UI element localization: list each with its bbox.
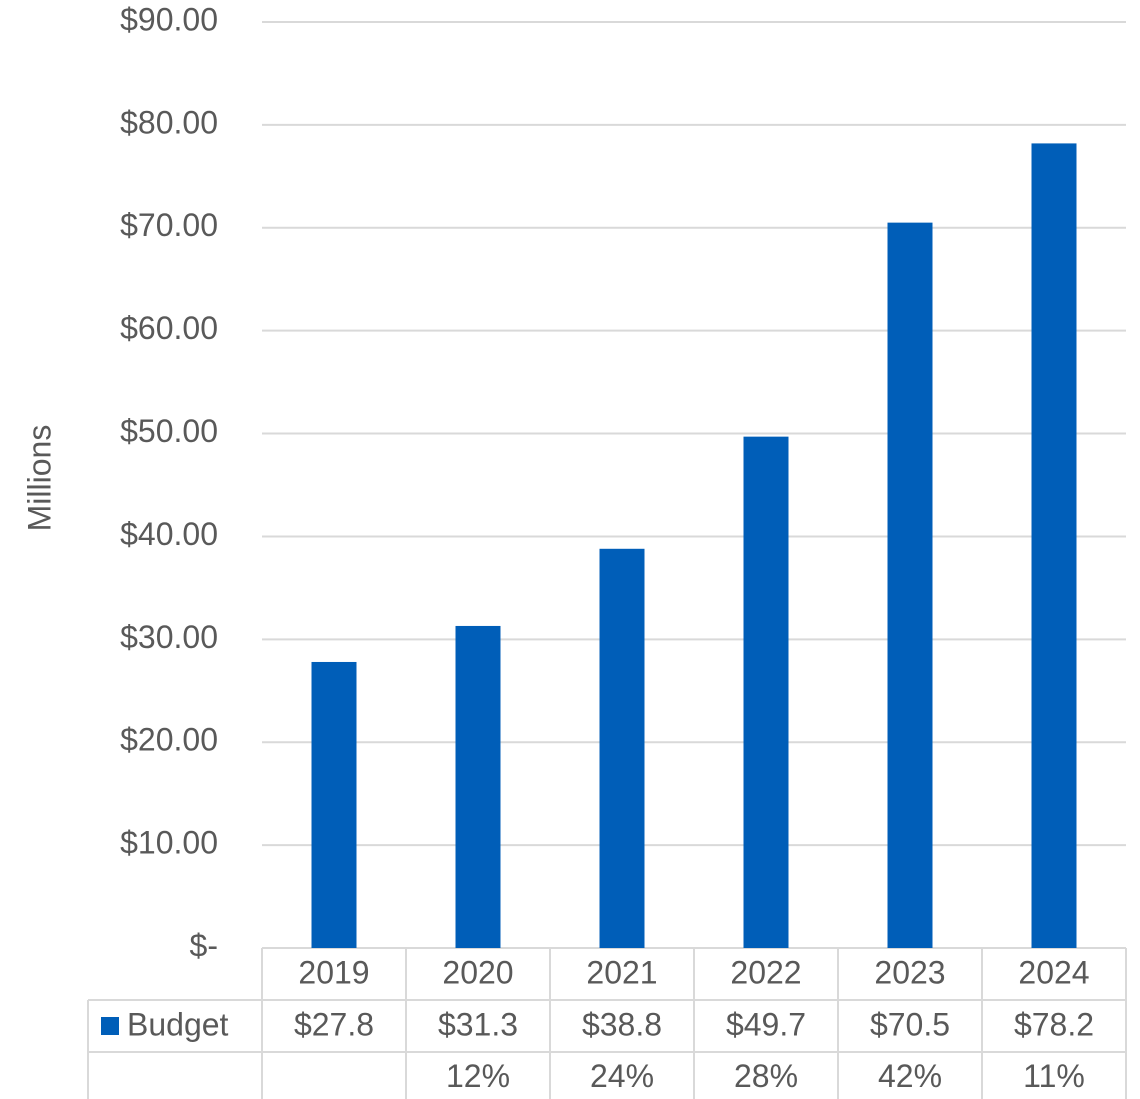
table-value: $70.5 xyxy=(870,1006,950,1042)
bar xyxy=(1031,143,1077,949)
y-tick-label: $70.00 xyxy=(120,207,218,243)
y-tick-label: $30.00 xyxy=(120,619,218,655)
y-tick-label: $80.00 xyxy=(120,104,218,140)
x-tick-label: 2023 xyxy=(874,954,945,990)
legend-key xyxy=(101,1017,119,1035)
x-tick-label: 2019 xyxy=(298,954,369,990)
y-tick-label: $- xyxy=(190,927,218,963)
y-tick-label: $40.00 xyxy=(120,516,218,552)
x-tick-label: 2020 xyxy=(442,954,513,990)
y-tick-label: $60.00 xyxy=(120,310,218,346)
growth-label: 42% xyxy=(878,1058,942,1094)
growth-label: 12% xyxy=(446,1058,510,1094)
bar xyxy=(599,548,645,948)
y-tick-label: $10.00 xyxy=(120,825,218,861)
y-tick-label: $20.00 xyxy=(120,722,218,758)
bar xyxy=(311,661,357,948)
x-tick-label: 2024 xyxy=(1018,954,1089,990)
table-value: $78.2 xyxy=(1014,1006,1094,1042)
y-tick-label: $90.00 xyxy=(120,1,218,37)
growth-label: 28% xyxy=(734,1058,798,1094)
bar xyxy=(743,436,789,948)
x-tick-label: 2021 xyxy=(586,954,657,990)
y-axis-label: Millions xyxy=(21,425,57,532)
x-tick-label: 2022 xyxy=(730,954,801,990)
y-tick-label: $50.00 xyxy=(120,413,218,449)
growth-label: 24% xyxy=(590,1058,654,1094)
table-value: $31.3 xyxy=(438,1006,518,1042)
table-value: $49.7 xyxy=(726,1006,806,1042)
bar xyxy=(887,222,933,949)
growth-label: 11% xyxy=(1023,1058,1085,1094)
legend-label: Budget xyxy=(127,1006,229,1042)
bar xyxy=(455,625,501,948)
table-value: $27.8 xyxy=(294,1006,374,1042)
table-value: $38.8 xyxy=(582,1006,662,1042)
